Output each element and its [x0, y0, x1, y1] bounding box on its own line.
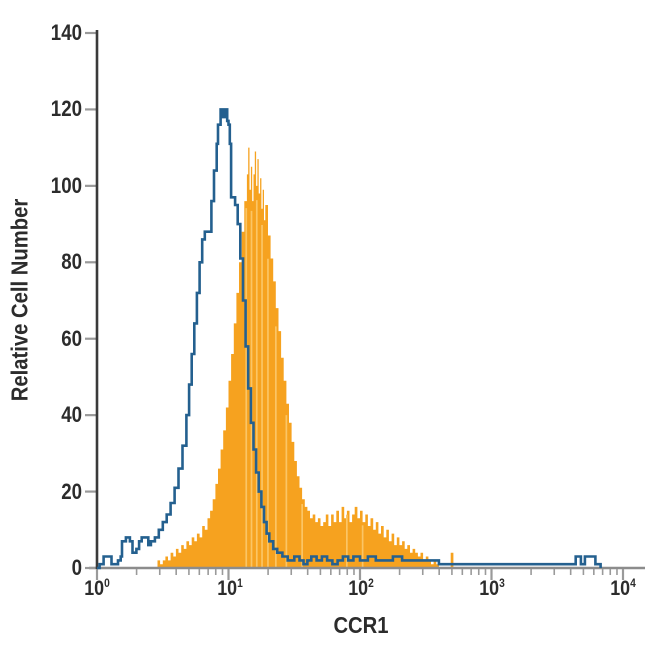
x-tick-label-1e3: 103: [479, 576, 505, 600]
y-tick-label-60: 60: [61, 326, 82, 351]
y-tick-label-140: 140: [50, 20, 82, 45]
y-tick-label-0: 0: [71, 555, 82, 580]
x-axis-title: CCR1: [333, 612, 389, 638]
y-tick-label-40: 40: [61, 402, 82, 427]
y-tick-label-120: 120: [50, 96, 82, 121]
y-tick-label-80: 80: [61, 249, 82, 274]
x-tick-label-1e1: 101: [217, 576, 243, 600]
y-tick-label-100: 100: [50, 173, 82, 198]
x-tick-label-1e0: 100: [84, 576, 110, 600]
x-tick-label-1e4: 104: [610, 576, 636, 600]
y-tick-label-20: 20: [61, 479, 82, 504]
x-tick-label-1e2: 102: [348, 576, 374, 600]
y-axis-title: Relative Cell Number: [6, 198, 33, 402]
